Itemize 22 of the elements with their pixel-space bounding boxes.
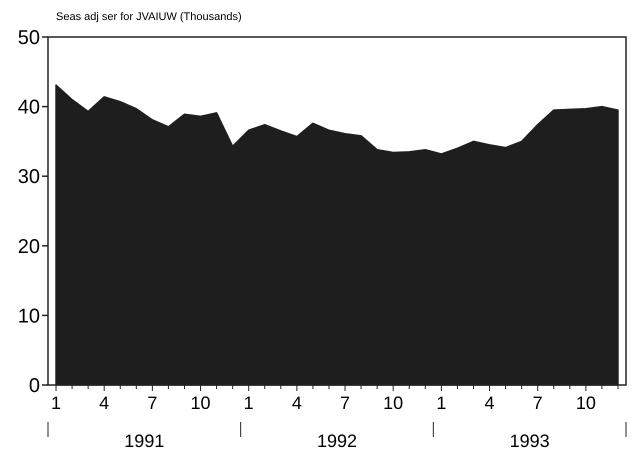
y-tick-label: 0 (28, 375, 40, 397)
x-tick-label: 10 (576, 393, 596, 413)
chart-title: Seas adj ser for JVAIUW (Thousands) (56, 11, 242, 23)
x-tick-label: 4 (292, 393, 302, 413)
x-tick-label: 1 (436, 393, 446, 413)
x-tick-label: 7 (532, 393, 543, 413)
y-tick-label: 40 (18, 96, 40, 119)
x-tick-label: 4 (484, 393, 495, 413)
x-tick-label: 4 (99, 393, 110, 413)
x-tick-label: 1 (51, 393, 62, 413)
y-tick-label: 20 (18, 236, 40, 258)
text: 1991 (124, 431, 164, 451)
x-tick-label: 7 (340, 393, 350, 413)
text: 1992 (316, 431, 358, 451)
x-tick-label: 10 (190, 393, 211, 413)
text: 1993 (510, 431, 550, 451)
x-tick-label: 10 (383, 393, 404, 413)
x-tick-label: 1 (244, 393, 254, 413)
y-tick-label: 50 (18, 27, 40, 49)
y-tick-label: 30 (18, 166, 40, 188)
y-tick-label: 10 (18, 305, 40, 328)
x-tick-label: 7 (147, 393, 158, 413)
